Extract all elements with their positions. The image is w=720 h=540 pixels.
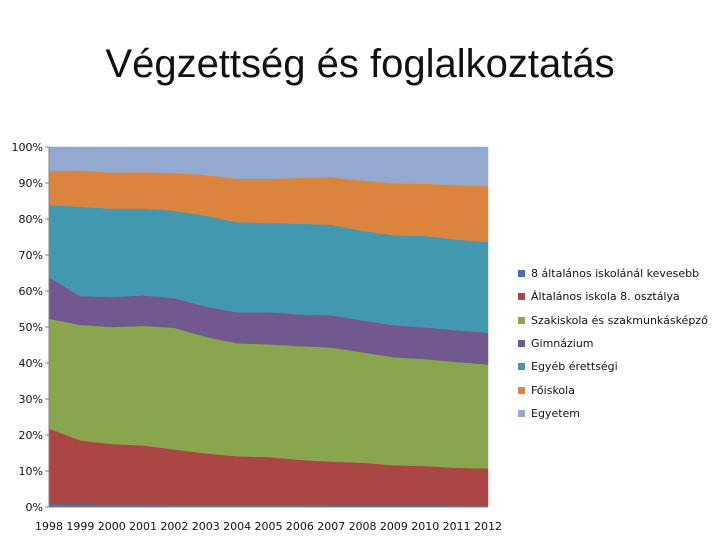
x-tick-label: 2005 bbox=[255, 520, 283, 533]
legend-label: Egyéb érettségi bbox=[531, 360, 618, 374]
x-tick-label: 2011 bbox=[443, 520, 471, 533]
y-tick-label: 30% bbox=[19, 393, 43, 406]
legend-item-gimnazium: Gimnázium bbox=[518, 332, 718, 355]
legend-swatch bbox=[518, 270, 525, 278]
y-tick-label: 90% bbox=[19, 177, 43, 190]
legend-label: Főiskola bbox=[531, 383, 575, 397]
page-title: Végzettség és foglalkoztatás bbox=[105, 42, 615, 86]
chart-axes bbox=[45, 146, 488, 508]
x-tick-label: 2012 bbox=[474, 520, 502, 533]
x-tick-label: 1999 bbox=[66, 520, 94, 533]
x-tick-label: 2007 bbox=[317, 520, 345, 533]
x-tick-label: 2004 bbox=[223, 520, 251, 533]
y-tick-label: 20% bbox=[19, 429, 43, 442]
x-tick-label: 1998 bbox=[35, 520, 63, 533]
x-axis-tick-labels: 1998 1999 2000 2001 2002 2003 2004 2005 2006 2007… bbox=[35, 520, 502, 533]
legend-swatch bbox=[518, 409, 525, 417]
series-areas bbox=[48, 146, 489, 508]
x-tick-label: 2001 bbox=[129, 520, 157, 533]
x-tick-label: 2003 bbox=[192, 520, 220, 533]
y-tick-label: 50% bbox=[19, 321, 43, 334]
y-tick-label: 40% bbox=[19, 357, 43, 370]
y-tick-label: 100% bbox=[12, 141, 43, 154]
y-tick-label: 0% bbox=[26, 501, 43, 514]
legend-item-egyeb-erettsegi: Egyéb érettségi bbox=[518, 355, 718, 378]
legend-swatch bbox=[518, 316, 525, 324]
legend-item-egyetem: Egyetem bbox=[518, 402, 718, 425]
y-tick-label: 10% bbox=[19, 465, 43, 478]
area-egyetem bbox=[48, 146, 489, 187]
legend-label: 8 általános iskolánál kevesebb bbox=[531, 267, 700, 281]
legend-label: Általános iskola 8. osztálya bbox=[531, 290, 680, 304]
y-tick-label: 60% bbox=[19, 285, 43, 298]
x-tick-label: 2000 bbox=[98, 520, 126, 533]
legend-item-altalanos-iskola-8-osztalya: Általános iskola 8. osztálya bbox=[518, 285, 718, 308]
y-axis-tick-labels: 0% 10% 20% 30% 40% 50% 60% 70% 80% 90% 100% bbox=[12, 141, 43, 514]
y-tick-label: 70% bbox=[19, 249, 43, 262]
legend-item-szakiskola-es-szakmunkaskepzo: Szakiskola és szakmunkásképző bbox=[518, 309, 718, 332]
legend-swatch bbox=[518, 340, 525, 348]
x-tick-label: 2010 bbox=[411, 520, 439, 533]
legend-swatch bbox=[518, 293, 525, 301]
legend-swatch bbox=[518, 386, 525, 394]
x-tick-label: 2009 bbox=[380, 520, 408, 533]
legend-swatch bbox=[518, 363, 525, 371]
legend-label: Egyetem bbox=[531, 406, 581, 420]
x-tick-label: 2002 bbox=[160, 520, 188, 533]
legend-item-8-altalanos-iskolanal-kevesebb: 8 általános iskolánál kevesebb bbox=[518, 262, 718, 285]
legend-item-foiskola: Főiskola bbox=[518, 378, 718, 401]
legend-label: Szakiskola és szakmunkásképző bbox=[531, 313, 708, 327]
x-tick-label: 2006 bbox=[286, 520, 314, 533]
chart-legend: 8 általános iskolánál kevesebb Általános … bbox=[518, 262, 718, 425]
legend-label: Gimnázium bbox=[531, 337, 594, 351]
y-tick-label: 80% bbox=[19, 213, 43, 226]
x-tick-label: 2008 bbox=[349, 520, 377, 533]
